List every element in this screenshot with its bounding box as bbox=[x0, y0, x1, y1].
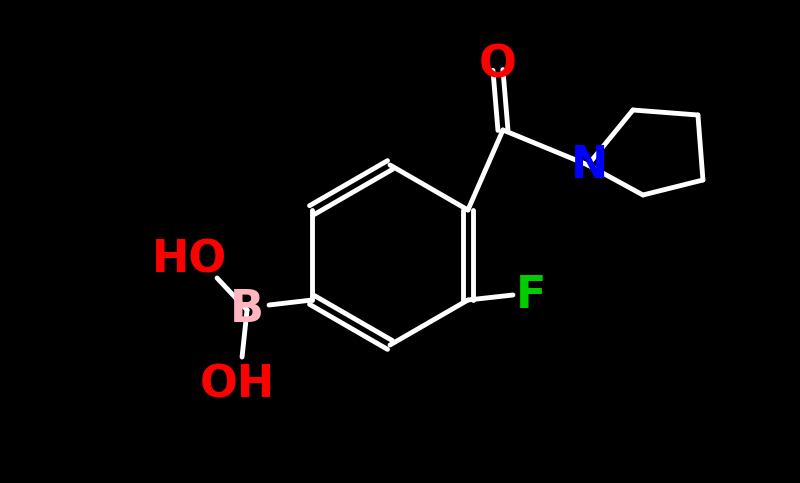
Text: N: N bbox=[571, 143, 609, 186]
Text: HO: HO bbox=[151, 239, 226, 282]
Text: B: B bbox=[230, 288, 264, 331]
Text: OH: OH bbox=[199, 364, 274, 407]
Text: O: O bbox=[479, 43, 517, 86]
Text: F: F bbox=[516, 273, 546, 316]
